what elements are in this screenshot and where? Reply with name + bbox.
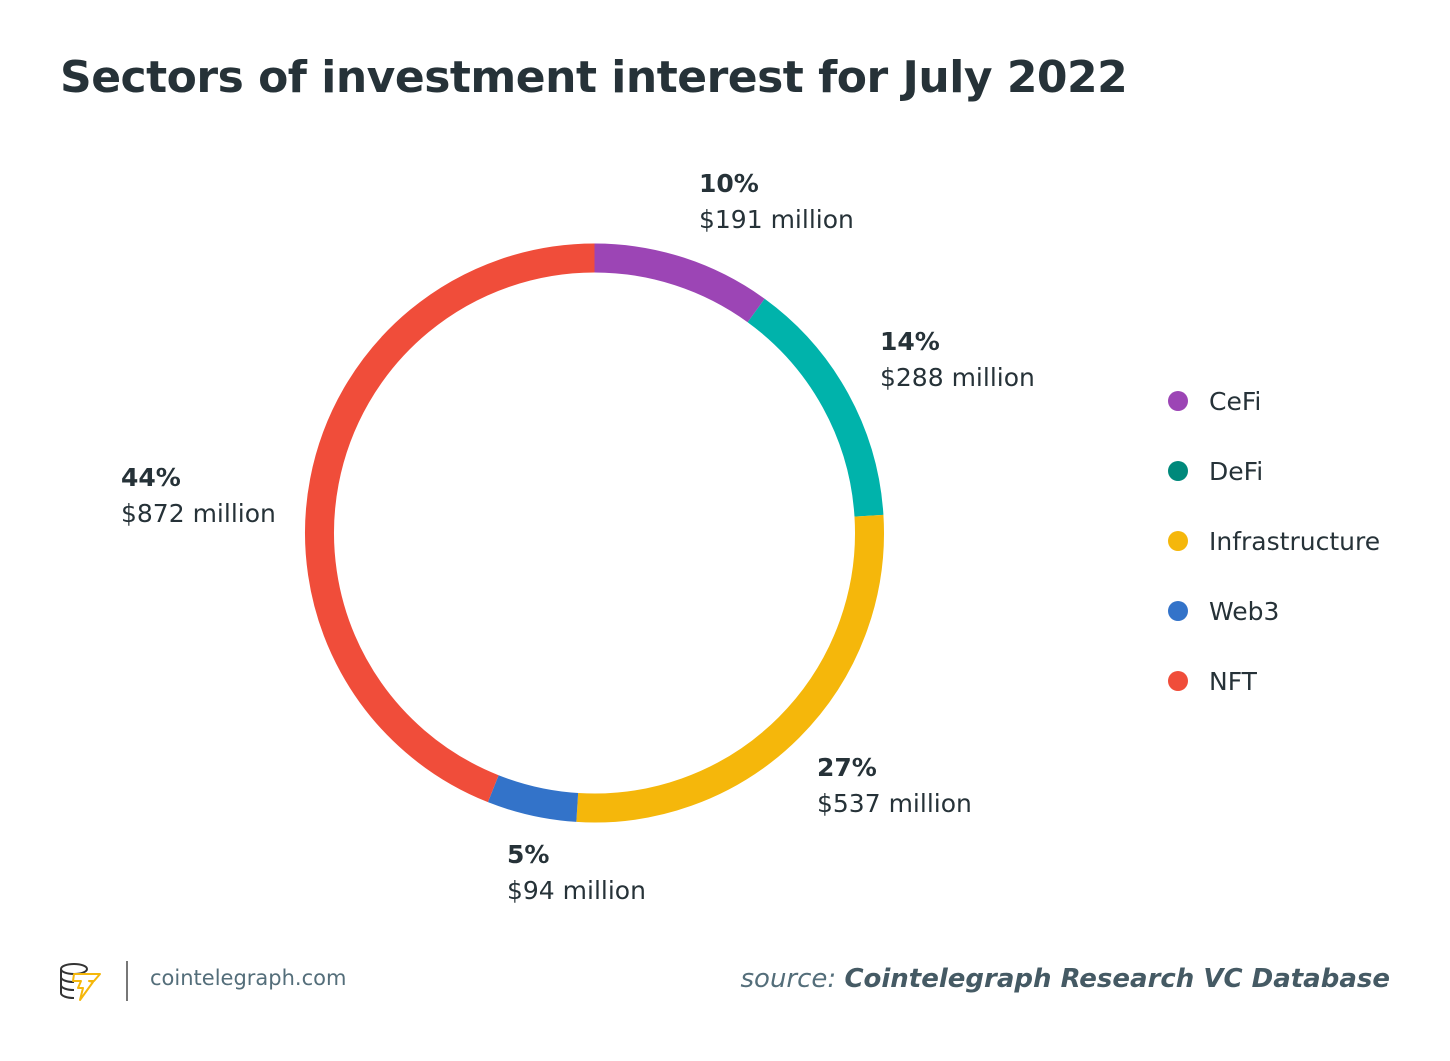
percent-label: 5% (507, 840, 550, 869)
legend-item-web3: Web3 (1168, 576, 1380, 646)
amount-label: $872 million (121, 499, 276, 528)
legend-swatch (1168, 601, 1188, 621)
data-label-web3: 5% $94 million (507, 837, 646, 909)
data-label-nft: 44% $872 million (121, 460, 276, 532)
legend-item-defi: DeFi (1168, 436, 1380, 506)
legend-swatch (1168, 671, 1188, 691)
data-label-defi: 14% $288 million (880, 324, 1035, 396)
source-name: Cointelegraph Research VC Database (844, 964, 1390, 994)
amount-label: $191 million (699, 205, 854, 234)
amount-label: $94 million (507, 876, 646, 905)
legend-label: DeFi (1209, 456, 1264, 486)
legend: CeFi DeFi Infrastructure Web3 NFT (1168, 366, 1380, 716)
legend-item-infrastructure: Infrastructure (1168, 506, 1380, 576)
chart-title: Sectors of investment interest for July … (60, 52, 1128, 103)
amount-label: $288 million (880, 363, 1035, 392)
legend-label: NFT (1209, 666, 1257, 696)
donut-slice-infrastructure (576, 514, 884, 823)
legend-item-nft: NFT (1168, 646, 1380, 716)
cointelegraph-logo-icon (60, 963, 101, 1001)
percent-label: 44% (121, 463, 181, 492)
percent-label: 10% (699, 169, 759, 198)
legend-item-cefi: CeFi (1168, 366, 1380, 436)
donut-slice-cefi (594, 243, 765, 323)
donut-slice-defi (747, 298, 884, 517)
footer-divider (126, 961, 128, 1001)
legend-label: CeFi (1209, 386, 1262, 416)
percent-label: 27% (817, 753, 877, 782)
legend-swatch (1168, 391, 1188, 411)
legend-swatch (1168, 531, 1188, 551)
data-label-infrastructure: 27% $537 million (817, 750, 972, 822)
percent-label: 14% (880, 327, 940, 356)
source-prefix: source: (740, 964, 837, 994)
source-note: source: Cointelegraph Research VC Databa… (741, 964, 1391, 994)
amount-label: $537 million (817, 789, 972, 818)
legend-label: Infrastructure (1209, 526, 1381, 556)
data-label-cefi: 10% $191 million (699, 166, 854, 238)
legend-label: Web3 (1209, 596, 1280, 626)
donut-slice-nft (305, 243, 595, 803)
donut-slice-web3 (487, 775, 579, 822)
legend-swatch (1168, 461, 1188, 481)
site-name: cointelegraph.com (150, 966, 347, 990)
